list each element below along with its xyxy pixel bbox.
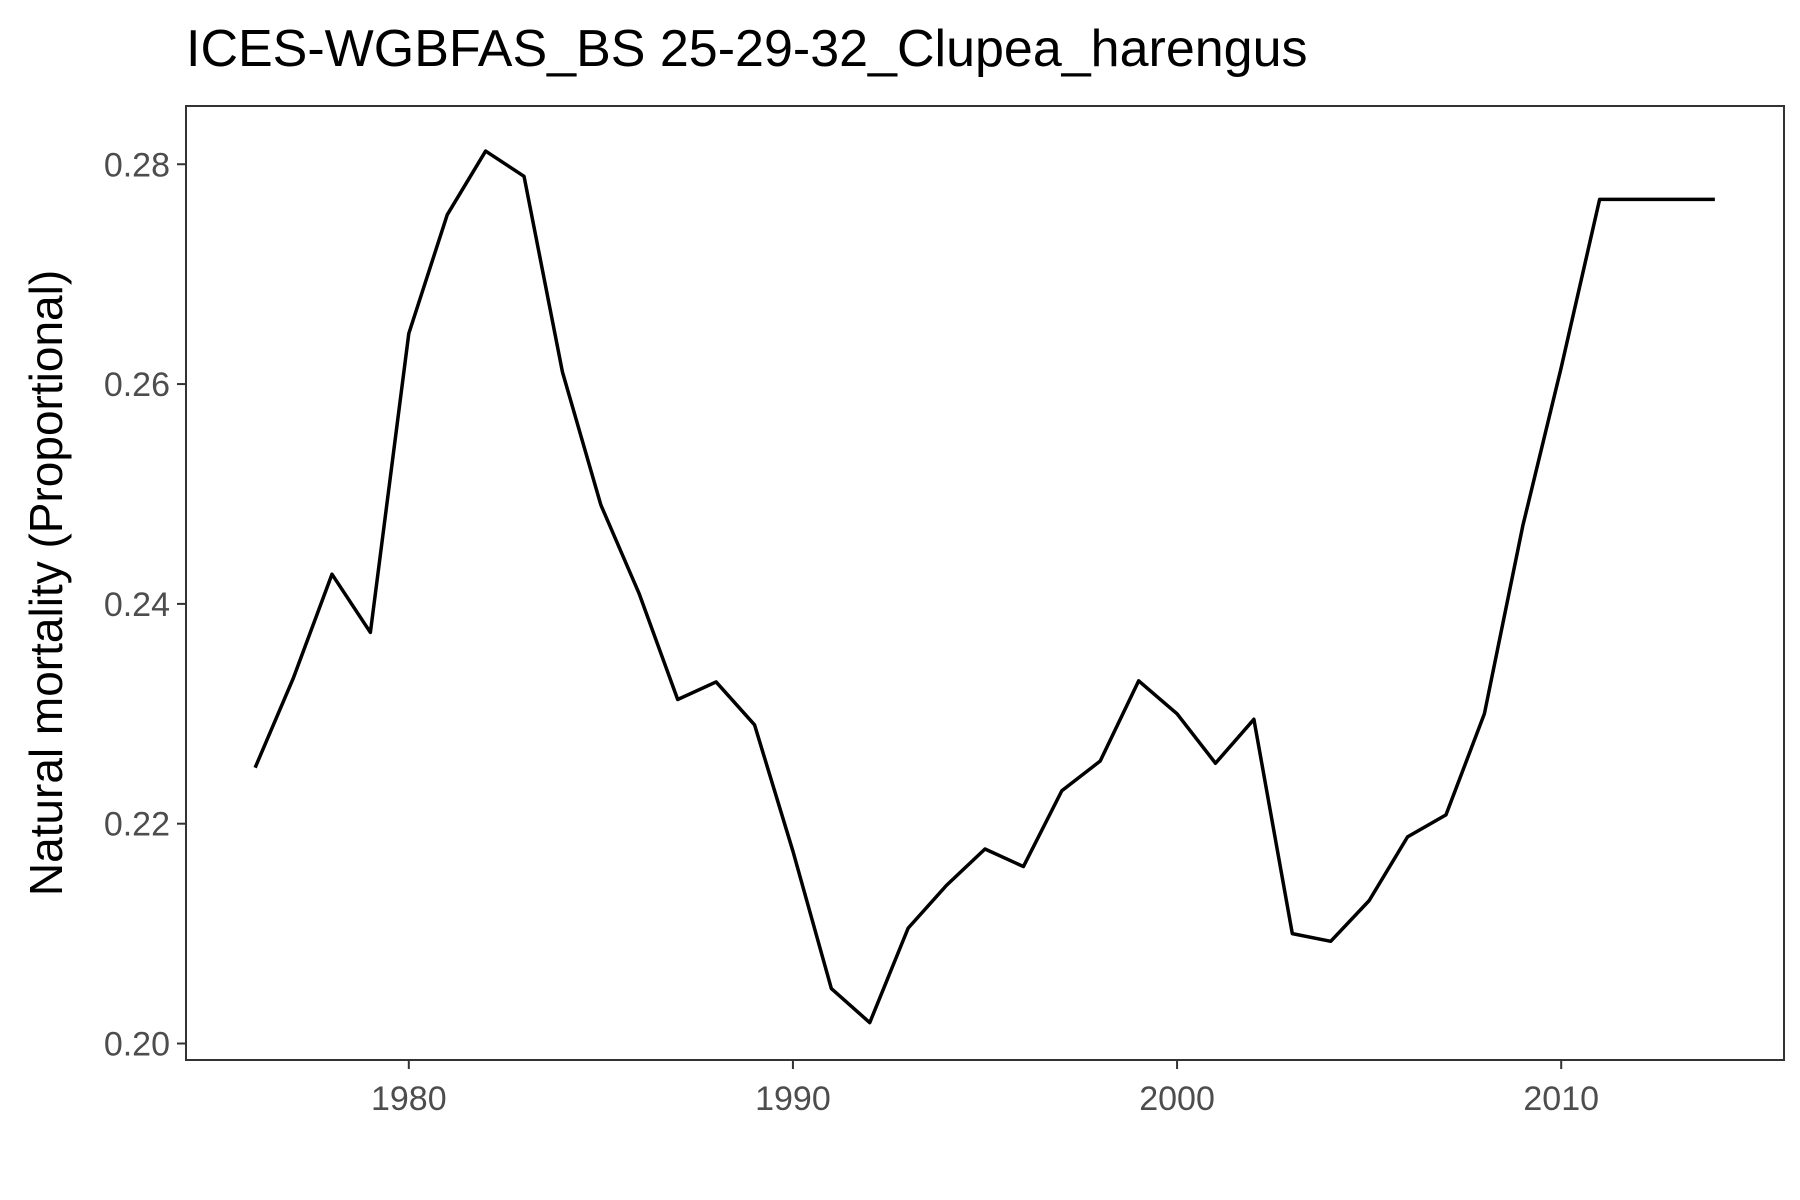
x-tick-label: 2000 bbox=[1139, 1080, 1215, 1118]
x-tick-label: 2010 bbox=[1523, 1080, 1599, 1118]
plot-panel-border bbox=[185, 105, 1785, 1061]
chart-title: ICES-WGBFAS_BS 25-29-32_Clupea_harengus bbox=[186, 20, 1308, 78]
x-tick-label: 1990 bbox=[755, 1080, 831, 1118]
y-axis: 0.20 0.22 0.24 0.26 0.28 bbox=[104, 146, 186, 1064]
y-tick-label: 0.26 bbox=[104, 366, 170, 404]
y-tick-label: 0.24 bbox=[104, 586, 170, 624]
y-tick-label: 0.28 bbox=[104, 146, 170, 184]
series-line bbox=[253, 149, 1715, 1025]
y-axis-label: Natural mortality (Proportional) bbox=[20, 270, 72, 896]
y-tick-label: 0.20 bbox=[104, 1026, 170, 1064]
y-tick-label: 0.22 bbox=[104, 806, 170, 844]
x-axis: 1980 1990 2000 2010 bbox=[371, 1060, 1599, 1118]
plot-series bbox=[253, 149, 1715, 1025]
x-tick-label: 1980 bbox=[371, 1080, 447, 1118]
